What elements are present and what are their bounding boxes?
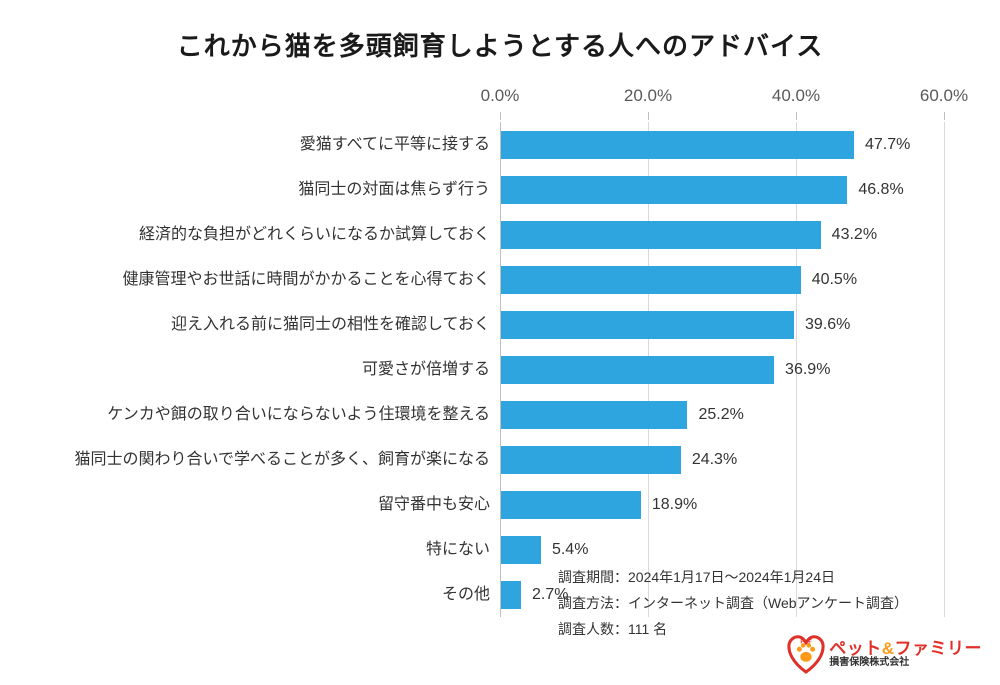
category-label: 可愛さが倍増する <box>362 347 490 392</box>
category-label: 経済的な負担がどれくらいになるか試算しておく <box>139 212 490 257</box>
category-label: ケンカや餌の取り合いにならないよう住環境を整える <box>107 392 490 437</box>
x-tick-mark <box>500 112 501 120</box>
bar-row: 46.8% <box>500 167 944 212</box>
note-period-value: 2024年1月17日〜2024年1月24日 <box>628 569 835 585</box>
brand-word-pet: ペット <box>829 639 882 658</box>
bar <box>501 131 854 159</box>
bar-value-label: 18.9% <box>652 491 697 519</box>
bar <box>501 221 821 249</box>
category-label: 猫同士の関わり合いで学べることが多く、飼育が楽になる <box>74 437 490 482</box>
note-method-value: インターネット調査（Webアンケート調査） <box>628 595 908 611</box>
bar-row: 40.5% <box>500 257 944 302</box>
note-n-label: 調査人数： <box>558 621 628 637</box>
brand-name: ペット&ファミリー <box>829 640 982 657</box>
chart-title: これから猫を多頭飼育しようとする人へのアドバイス <box>0 26 1000 63</box>
brand-subtitle: 損害保険株式会社 <box>829 658 982 668</box>
bar-row: 39.6% <box>500 302 944 347</box>
bar <box>501 356 774 384</box>
bar-value-label: 36.9% <box>785 356 830 384</box>
bar-row: 25.2% <box>500 392 944 437</box>
x-tick-mark <box>944 112 945 120</box>
bar-value-label: 40.5% <box>812 266 857 294</box>
bar-value-label: 46.8% <box>858 176 903 204</box>
category-label: 健康管理やお世話に時間がかかることを心得ておく <box>122 257 490 302</box>
category-label: 迎え入れる前に猫同士の相性を確認しておく <box>171 302 490 347</box>
x-tick-mark <box>648 112 649 120</box>
bar-value-label: 43.2% <box>832 221 877 249</box>
category-label: 愛猫すべてに平等に接する <box>300 122 490 167</box>
svg-text:P&F: P&F <box>801 640 813 646</box>
x-tick-mark <box>796 112 797 120</box>
bar <box>501 536 541 564</box>
note-n-value: 111 名 <box>628 621 667 637</box>
bar-row: 18.9% <box>500 482 944 527</box>
category-label: 特にない <box>426 527 490 572</box>
brand-word-family: ファミリー <box>895 639 983 658</box>
bar <box>501 446 681 474</box>
x-axis-tick-marks <box>500 82 944 122</box>
bar-row: 43.2% <box>500 212 944 257</box>
brand-word-amp: & <box>882 639 895 658</box>
bar-value-label: 5.4% <box>552 536 588 564</box>
note-method-label: 調査方法： <box>558 595 628 611</box>
bar-row: 47.7% <box>500 122 944 167</box>
bar <box>501 491 641 519</box>
bar <box>501 266 801 294</box>
category-label: 猫同士の対面は焦らず行う <box>298 167 490 212</box>
note-period-label: 調査期間： <box>558 569 628 585</box>
note-period: 調査期間：2024年1月17日〜2024年1月24日 <box>558 565 908 591</box>
bar-value-label: 24.3% <box>692 446 737 474</box>
gridline <box>944 122 945 617</box>
brand-logo: P&F ペット&ファミリー 損害保険株式会社 <box>787 629 982 679</box>
heart-paw-icon: P&F <box>787 634 825 674</box>
bar <box>501 401 687 429</box>
category-label: その他 <box>442 572 490 617</box>
bar <box>501 176 847 204</box>
bar <box>501 581 521 609</box>
note-method: 調査方法：インターネット調査（Webアンケート調査） <box>558 591 908 617</box>
paw-icon <box>797 643 815 662</box>
bar-value-label: 47.7% <box>865 131 910 159</box>
bar-value-label: 25.2% <box>698 401 743 429</box>
plot-region: 47.7% 46.8% 43.2% 40.5% 39.6% 36.9% 25.2% 24.3%… <box>500 122 944 617</box>
bar-value-label: 39.6% <box>805 311 850 339</box>
bar <box>501 311 794 339</box>
bar-row: 36.9% <box>500 347 944 392</box>
brand-logo-text: ペット&ファミリー 損害保険株式会社 <box>829 640 982 668</box>
bar-row: 24.3% <box>500 437 944 482</box>
category-label: 留守番中も安心 <box>378 482 490 527</box>
chart-container: これから猫を多頭飼育しようとする人へのアドバイス 0.0%20.0%40.0%6… <box>0 0 1000 685</box>
